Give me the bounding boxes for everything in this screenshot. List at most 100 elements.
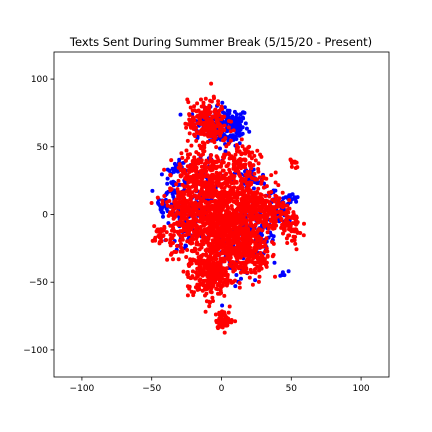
scatter-point <box>237 281 242 285</box>
scatter-point <box>259 253 264 258</box>
scatter-point <box>195 121 200 126</box>
scatter-point <box>246 248 251 252</box>
scatter-point <box>194 109 199 114</box>
x-tick-label: −100 <box>70 384 95 394</box>
scatter-point <box>202 223 206 228</box>
scatter-point <box>204 252 209 257</box>
scatter-point <box>172 199 177 204</box>
scatter-point <box>194 165 199 170</box>
scatter-point <box>257 200 262 204</box>
scatter-point <box>242 147 247 152</box>
scatter-point <box>194 226 199 231</box>
scatter-point <box>215 194 220 199</box>
scatter-point <box>204 237 209 242</box>
scatter-point <box>207 278 212 283</box>
scatter-point <box>180 200 185 205</box>
scatter-point <box>240 246 245 251</box>
scatter-point <box>233 225 238 230</box>
scatter-point <box>222 267 227 272</box>
scatter-point <box>230 114 235 119</box>
scatter-point <box>285 208 290 212</box>
scatter-point <box>185 284 190 289</box>
scatter-point <box>273 180 278 185</box>
scatter-point <box>194 169 199 174</box>
scatter-point <box>245 174 250 179</box>
scatter-point <box>168 243 173 248</box>
scatter-point <box>184 216 189 221</box>
scatter-point <box>210 271 215 276</box>
scatter-point <box>260 256 265 261</box>
scatter-point <box>225 272 230 277</box>
scatter-point <box>243 212 248 217</box>
scatter-point <box>292 195 297 200</box>
scatter-point <box>210 162 215 167</box>
scatter-point <box>165 203 170 208</box>
scatter-point <box>193 174 198 178</box>
scatter-point <box>281 196 286 201</box>
scatter-point <box>221 168 226 173</box>
scatter-point <box>189 143 194 148</box>
scatter-point <box>195 131 200 135</box>
scatter-point <box>204 158 209 163</box>
scatter-point <box>263 194 268 198</box>
scatter-point <box>226 194 230 199</box>
scatter-point <box>217 121 222 126</box>
scatter-point <box>214 124 219 129</box>
scatter-point <box>216 214 221 219</box>
y-tick-label: −50 <box>29 278 48 288</box>
scatter-point <box>198 265 203 270</box>
scatter-point <box>185 239 190 244</box>
scatter-point <box>243 151 248 156</box>
scatter-point <box>221 272 226 277</box>
scatter-point <box>211 218 216 223</box>
scatter-point <box>250 214 255 218</box>
scatter-point <box>237 192 242 197</box>
scatter-point <box>181 269 186 274</box>
scatter-point <box>220 303 225 308</box>
scatter-point <box>195 101 200 106</box>
scatter-point <box>257 213 262 218</box>
scatter-point <box>264 217 269 222</box>
scatter-point <box>184 200 189 205</box>
scatter-point <box>224 144 229 149</box>
scatter-point <box>223 149 228 154</box>
scatter-point <box>197 231 201 236</box>
scatter-point <box>263 260 268 265</box>
scatter-point <box>168 232 173 237</box>
scatter-point <box>210 115 215 120</box>
scatter-point <box>235 221 240 225</box>
scatter-point <box>208 262 213 267</box>
scatter-point <box>209 153 214 158</box>
scatter-point <box>243 158 248 163</box>
scatter-point <box>184 148 189 153</box>
scatter-point <box>165 176 170 181</box>
scatter-point <box>273 274 277 279</box>
scatter-point <box>234 273 239 277</box>
scatter-point <box>264 246 269 251</box>
scatter-point <box>225 163 230 168</box>
scatter-point <box>189 125 193 130</box>
scatter-point <box>202 264 207 269</box>
scatter-point <box>205 266 210 271</box>
scatter-point <box>251 186 256 191</box>
scatter-point <box>240 115 245 120</box>
scatter-point <box>215 242 220 247</box>
scatter-point <box>238 122 242 127</box>
scatter-point <box>199 114 204 119</box>
scatter-point <box>203 293 207 298</box>
scatter-point <box>233 218 237 222</box>
scatter-point <box>203 192 208 197</box>
scatter-point <box>206 192 211 197</box>
scatter-point <box>234 119 238 124</box>
scatter-point <box>195 212 200 217</box>
scatter-point <box>248 251 253 256</box>
scatter-point <box>214 320 219 325</box>
scatter-point <box>201 100 206 105</box>
scatter-point <box>171 257 175 262</box>
scatter-point <box>266 208 271 213</box>
scatter-point <box>177 162 182 167</box>
scatter-point <box>191 184 196 189</box>
x-tick-label: 50 <box>286 384 298 394</box>
scatter-point <box>250 150 255 155</box>
scatter-point <box>264 220 269 225</box>
